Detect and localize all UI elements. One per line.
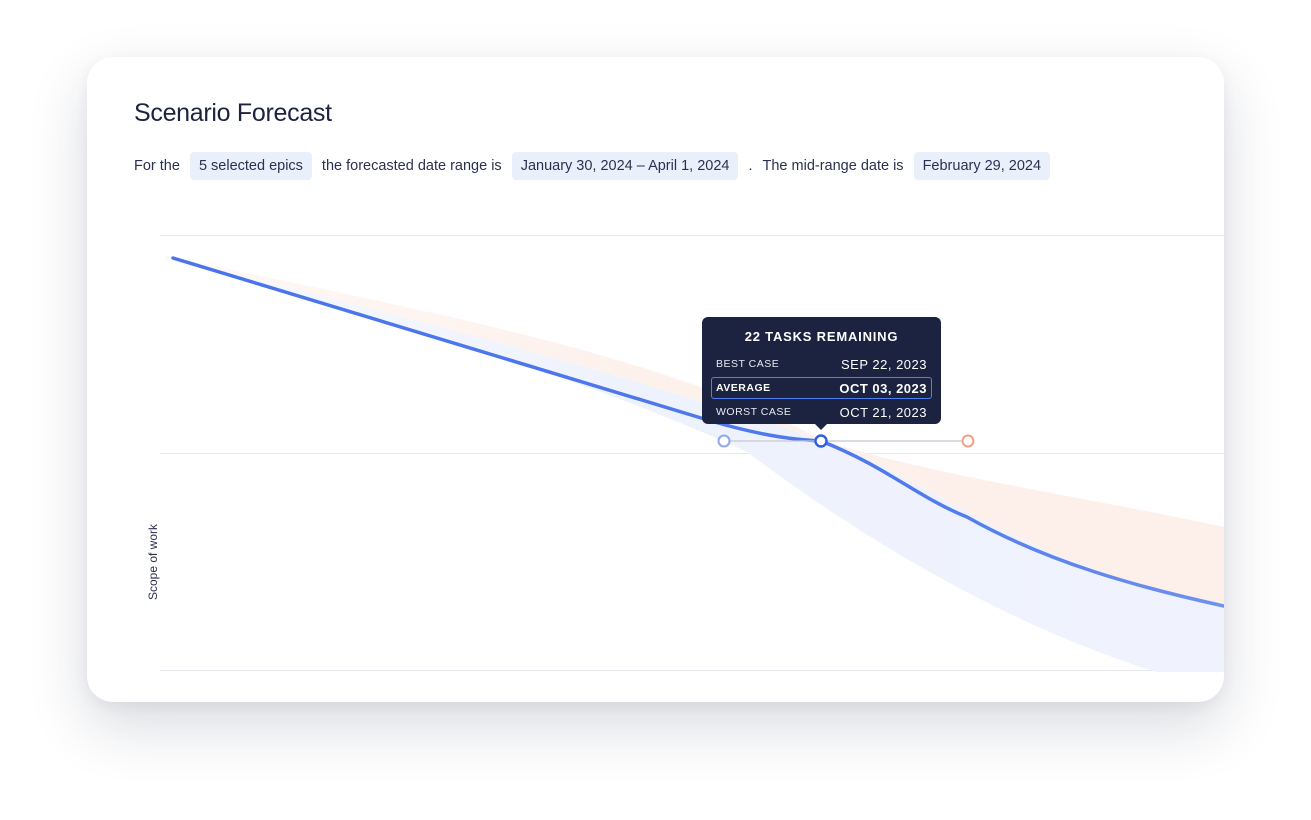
tooltip-row-value: SEP 22, 2023 [841, 356, 927, 372]
forecast-chart [160, 235, 1224, 672]
tooltip-row-value: OCT 03, 2023 [839, 380, 927, 396]
page-title: Scenario Forecast [134, 99, 332, 127]
midrange-date-chip: February 29, 2024 [913, 151, 1051, 181]
tooltip-row-label: WORST CASE [716, 406, 792, 418]
tooltip-row-best-case: BEST CASE SEP 22, 2023 [711, 353, 932, 375]
average-forecast-line [171, 256, 1224, 608]
summary-prefix: For the [134, 158, 180, 174]
y-axis-label: Scope of work [146, 523, 160, 601]
forecast-summary: For the 5 selected epics the forecasted … [134, 150, 1060, 182]
forecast-tooltip: 22 TASKS REMAINING BEST CASE SEP 22, 202… [702, 317, 941, 430]
tooltip-title: 22 TASKS REMAINING [744, 329, 899, 344]
tooltip-row-label: BEST CASE [716, 358, 780, 370]
summary-separator: . [748, 158, 753, 174]
worst-case-marker[interactable] [961, 434, 975, 448]
tooltip-row-average: AVERAGE OCT 03, 2023 [711, 377, 932, 399]
worst-case-band [165, 255, 1224, 605]
summary-middle-text: the forecasted date range is [321, 158, 502, 174]
best-case-band [165, 257, 1224, 672]
date-range-chip: January 30, 2024 – April 1, 2024 [511, 151, 739, 181]
epics-selector-chip[interactable]: 5 selected epics [189, 151, 312, 181]
midrange-text: The mid-range date is [762, 158, 904, 174]
forecast-card: Scenario Forecast For the 5 selected epi… [87, 57, 1224, 702]
average-marker[interactable] [814, 434, 828, 448]
tooltip-row-worst-case: WORST CASE OCT 21, 2023 [711, 401, 932, 423]
tooltip-row-value: OCT 21, 2023 [839, 404, 927, 420]
tooltip-row-label: AVERAGE [716, 382, 771, 394]
best-case-marker[interactable] [717, 434, 731, 448]
